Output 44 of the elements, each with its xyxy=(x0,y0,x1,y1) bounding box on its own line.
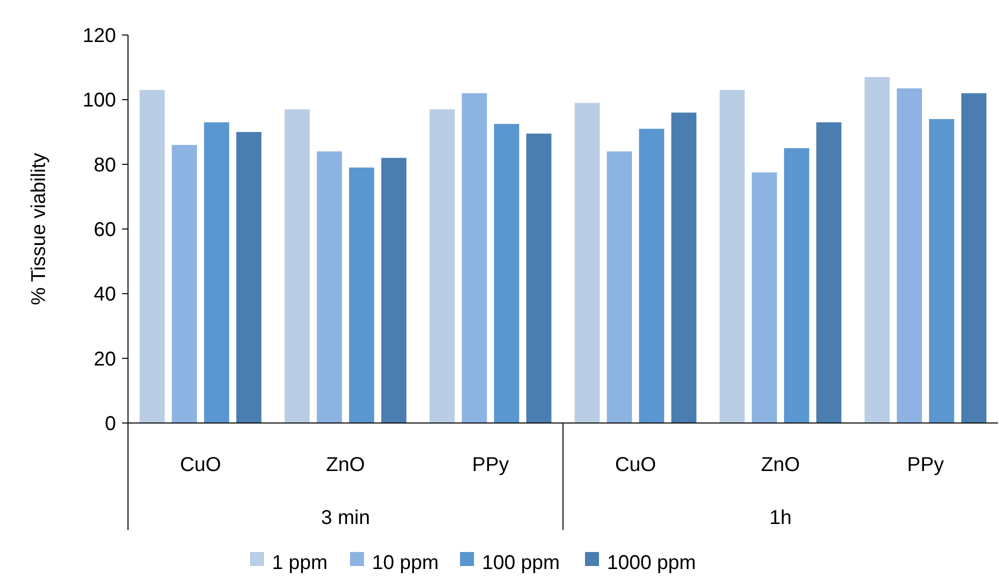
legend-label: 10 ppm xyxy=(372,552,439,574)
bar xyxy=(639,128,664,423)
y-tick-label: 100 xyxy=(82,90,116,112)
x-tick-label: ZnO xyxy=(326,454,365,476)
y-tick-label: 120 xyxy=(82,25,116,47)
bar xyxy=(671,112,696,423)
bar xyxy=(236,132,262,423)
bar xyxy=(896,88,922,423)
x-tick-label: CuO xyxy=(180,454,222,476)
text: 3 min xyxy=(321,507,370,529)
bar xyxy=(526,134,552,423)
bar xyxy=(961,93,986,423)
y-tick-label: 20 xyxy=(94,348,116,370)
bar xyxy=(606,151,632,423)
bar xyxy=(430,109,455,423)
y-tick-label: 40 xyxy=(94,284,116,306)
bar xyxy=(752,172,777,423)
bar xyxy=(140,90,165,423)
bar xyxy=(284,109,310,423)
x-tick-label: PPy xyxy=(907,454,944,476)
legend-label: 1 ppm xyxy=(272,552,328,574)
x-tick-label: ZnO xyxy=(761,454,800,476)
bar xyxy=(172,144,197,423)
bar xyxy=(316,151,342,423)
y-tick-label: 0 xyxy=(104,413,116,435)
bar xyxy=(784,148,810,423)
bar xyxy=(574,102,600,423)
bar xyxy=(720,90,745,423)
y-tick-label: 60 xyxy=(94,219,116,241)
x-tick-label: PPy xyxy=(472,454,509,476)
bar xyxy=(349,168,374,423)
bar xyxy=(462,93,487,423)
legend-label: 100 ppm xyxy=(482,552,560,574)
x-tick-label: CuO xyxy=(614,454,656,476)
bar xyxy=(204,122,230,423)
bar xyxy=(381,158,406,423)
bar xyxy=(864,77,890,423)
legend-label: 1000 ppm xyxy=(607,552,696,574)
y-axis-title: % Tissue viability xyxy=(28,152,50,306)
bar xyxy=(816,122,842,423)
bar xyxy=(494,124,520,423)
y-tick-label: 80 xyxy=(94,154,116,176)
text: 1h xyxy=(769,507,792,529)
bar xyxy=(929,119,954,423)
